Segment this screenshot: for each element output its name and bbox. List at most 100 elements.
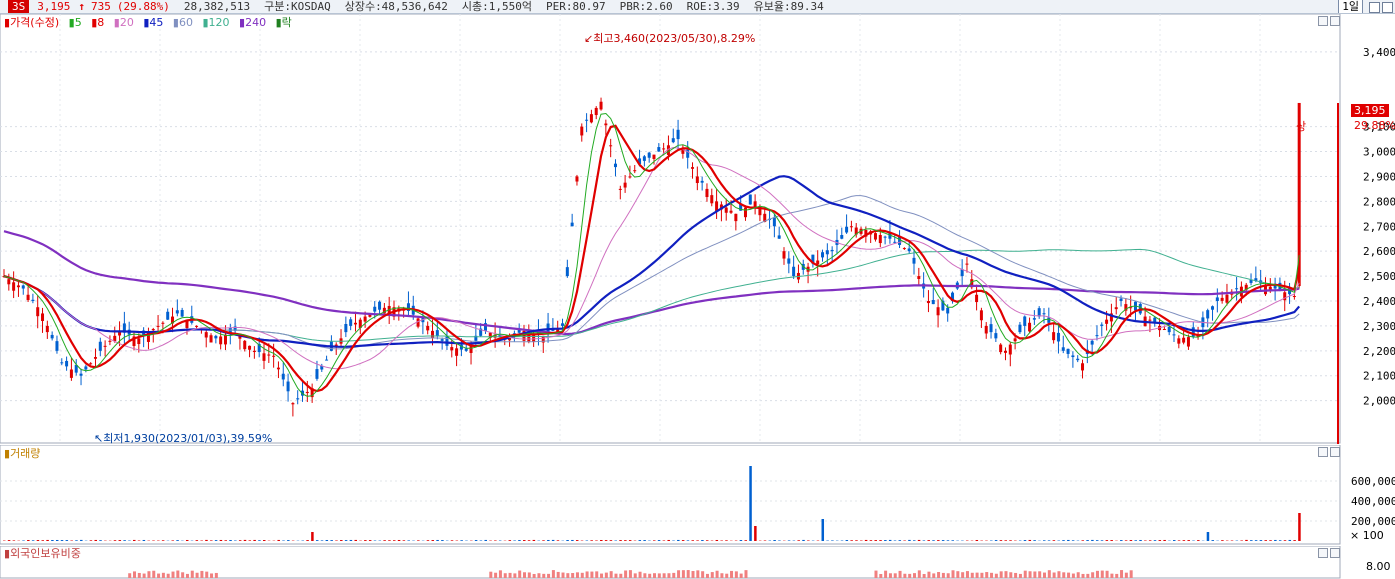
foreign-ownership-chart[interactable] — [0, 546, 1395, 579]
legend-ma120: ▮120 — [202, 16, 230, 29]
foreign-bar — [604, 572, 608, 578]
volume-bar — [884, 540, 887, 541]
foreign-ownership-panel[interactable]: ▮외국인보유비중 8.00 — [0, 546, 1395, 579]
panel-minimize-icon[interactable] — [1318, 16, 1328, 26]
candle-body — [469, 345, 473, 353]
candle-body — [151, 329, 155, 331]
volume-bar — [335, 540, 338, 541]
volume-bar — [1153, 540, 1157, 541]
candle-body — [233, 326, 237, 331]
volume-chart-panel[interactable]: 600,000 400,000 200,000 ▮거래량 × 100 — [0, 445, 1395, 545]
volume-minimize-icon[interactable] — [1318, 447, 1328, 457]
candle-body — [570, 222, 574, 227]
volume-bar — [349, 539, 353, 541]
volume-bar — [609, 540, 613, 541]
volume-bar — [383, 540, 386, 541]
candle-body — [445, 336, 449, 346]
foreign-bar — [518, 570, 522, 578]
volume-bar — [1206, 532, 1210, 541]
legend-ma8-label: 8 — [97, 16, 105, 29]
foreign-close-icon[interactable] — [1330, 548, 1340, 558]
stock-code[interactable]: 3S — [8, 0, 30, 13]
ma5-line — [3, 112, 1300, 397]
candle-body — [527, 332, 531, 343]
volume-close-icon[interactable] — [1330, 447, 1340, 457]
volume-legend: ▮거래량 — [4, 447, 41, 460]
foreign-bar — [214, 572, 218, 578]
foreign-bar — [884, 570, 888, 578]
foreign-bar — [489, 571, 493, 578]
volume-bar — [532, 539, 536, 541]
window-icon[interactable] — [1382, 1, 1393, 13]
candle-body — [146, 332, 150, 342]
candle-body — [252, 350, 256, 353]
foreign-minimize-icon[interactable] — [1318, 548, 1328, 558]
volume-bar — [869, 540, 873, 541]
foreign-bar — [205, 571, 209, 578]
volume-bar — [1163, 539, 1166, 541]
candle-body — [483, 323, 487, 331]
candle-body — [464, 348, 468, 351]
candle-body — [1206, 310, 1210, 319]
price-tick-label: 3,000 — [1363, 146, 1395, 159]
price-chart-panel[interactable]: 2,000 2,100 2,200 2,300 2,400 2,500 2,600 2,700… — [0, 14, 1395, 445]
legend-ma120-label: 120 — [208, 16, 230, 29]
foreign-bar — [1028, 571, 1032, 578]
candle-body — [257, 343, 261, 353]
foreign-bar — [152, 570, 156, 578]
candle-body — [31, 299, 35, 301]
panel-close-icon[interactable] — [1330, 16, 1340, 26]
volume-bar — [306, 540, 309, 541]
candle-body — [50, 334, 54, 339]
foreign-bar — [542, 573, 546, 578]
volume-chart[interactable]: 600,000 400,000 200,000 — [0, 445, 1395, 545]
foreign-bar — [1129, 570, 1133, 578]
candle-body — [642, 156, 646, 161]
candle-body — [1268, 286, 1272, 292]
candle-body — [435, 330, 439, 336]
candle-body — [883, 236, 887, 238]
candle-body — [79, 373, 83, 376]
foreign-bar — [961, 572, 965, 578]
volume-bar — [31, 540, 35, 541]
foreign-bar — [903, 573, 907, 578]
volume-bar — [1264, 540, 1267, 541]
candle-body — [416, 318, 420, 327]
foreign-bar — [614, 573, 618, 578]
foreign-bar — [980, 572, 984, 578]
volume-bar — [219, 539, 223, 541]
foreign-bar — [1023, 570, 1027, 578]
candle-body — [137, 338, 141, 345]
volume-bar — [551, 539, 555, 541]
foreign-bar — [633, 573, 637, 578]
candle-body — [272, 355, 276, 357]
volume-bar — [513, 540, 516, 541]
settings-icon[interactable] — [1369, 1, 1380, 13]
volume-bar — [287, 540, 290, 541]
volume-bar — [1259, 540, 1263, 541]
volume-bar — [864, 539, 868, 541]
candle-body — [185, 319, 189, 329]
volume-bar — [1274, 539, 1277, 541]
foreign-bar — [994, 573, 998, 578]
foreign-bar — [1120, 570, 1124, 578]
volume-bar — [518, 540, 521, 541]
price-chart[interactable]: 2,000 2,100 2,200 2,300 2,400 2,500 2,600 2,700… — [0, 14, 1395, 444]
candle-body — [849, 226, 853, 228]
candle-body — [267, 354, 271, 356]
legend-ma240: ▮240 — [239, 16, 267, 29]
volume-tick-label: 200,000 — [1351, 515, 1395, 528]
price-tick-label: 3,400 — [1363, 46, 1395, 59]
volume-bar — [1245, 539, 1248, 541]
candle-body — [821, 252, 825, 258]
candle-body — [1182, 337, 1186, 343]
period-selector[interactable]: 1일 — [1338, 0, 1363, 13]
volume-bar — [407, 540, 410, 541]
candle-body — [700, 180, 704, 183]
candle-body — [1249, 279, 1253, 283]
price-tick-label: 2,900 — [1363, 170, 1395, 183]
foreign-bar — [1062, 572, 1066, 578]
foreign-bar — [677, 570, 681, 578]
foreign-bar — [710, 572, 714, 578]
volume-bar — [638, 540, 642, 541]
